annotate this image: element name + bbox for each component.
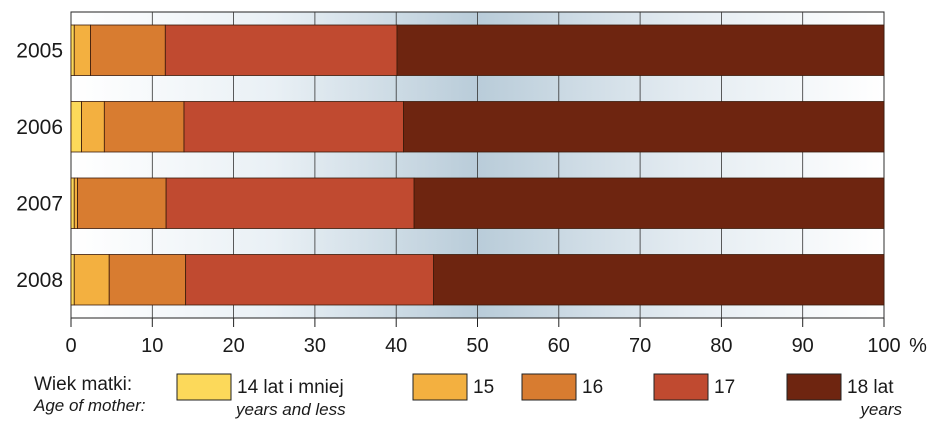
- bar-segment: [108, 254, 187, 306]
- bar-segment: [73, 177, 78, 229]
- bar-segment: [90, 24, 166, 76]
- bar-segment: [70, 24, 75, 76]
- bar-segment: [433, 254, 885, 306]
- legend-title-en: Age of mother:: [33, 396, 146, 415]
- bars: [70, 24, 885, 306]
- x-tick-label: 0: [65, 335, 76, 357]
- x-unit-label: %: [909, 335, 927, 357]
- legend-label: 18 lat: [847, 377, 894, 398]
- legend-title: Wiek matki:: [34, 374, 132, 395]
- bar-segment: [103, 101, 185, 153]
- bar-segment: [77, 177, 167, 229]
- category-label: 2006: [16, 116, 63, 139]
- bar-segment: [413, 177, 885, 229]
- legend: Wiek matki:Age of mother: 14 lat i mniej y…: [33, 373, 902, 419]
- bar-segment: [70, 101, 82, 153]
- bar-segment: [73, 254, 110, 306]
- bar-segment: [81, 101, 105, 153]
- x-tick-label: 80: [710, 335, 732, 357]
- bar-segment: [70, 254, 75, 306]
- bar-segment: [183, 101, 404, 153]
- bar-segment: [164, 24, 398, 76]
- x-tick-label: 60: [548, 335, 570, 357]
- legend-label: 15: [473, 377, 494, 398]
- bar-segment: [396, 24, 885, 76]
- x-tick-label: 20: [222, 335, 244, 357]
- x-tick-label: 50: [466, 335, 488, 357]
- bar-segment: [185, 254, 434, 306]
- legend-label: 16: [582, 377, 603, 398]
- x-tick-label: 40: [385, 335, 407, 357]
- legend-swatch: [176, 373, 232, 401]
- bar-segment: [403, 101, 885, 153]
- bar-segment: [165, 177, 415, 229]
- legend-swatch: [521, 373, 577, 401]
- category-label: 2007: [16, 192, 63, 215]
- category-label: 2008: [16, 269, 63, 292]
- legend-swatch: [412, 373, 468, 401]
- legend-swatch: [653, 373, 709, 401]
- bar-segment: [73, 24, 91, 76]
- x-tick-label: 70: [629, 335, 651, 357]
- x-tick-labels: 0 10 20 30 40 50 60 70 80 90 100%: [65, 335, 927, 357]
- legend-label-en: years and less: [235, 400, 346, 419]
- legend-swatch: [786, 373, 842, 401]
- x-tick-label: 30: [304, 335, 326, 357]
- x-tick-label: 10: [141, 335, 163, 357]
- category-labels: 2005 2006 2007 2008: [16, 39, 63, 292]
- legend-label: 17: [714, 377, 735, 398]
- x-tick-label: 100: [867, 335, 900, 357]
- legend-label: 14 lat i mniej: [237, 377, 344, 398]
- x-tick-label: 90: [792, 335, 814, 357]
- category-label: 2005: [16, 39, 63, 62]
- legend-label-en: years: [859, 400, 902, 419]
- bar-segment: [70, 177, 75, 229]
